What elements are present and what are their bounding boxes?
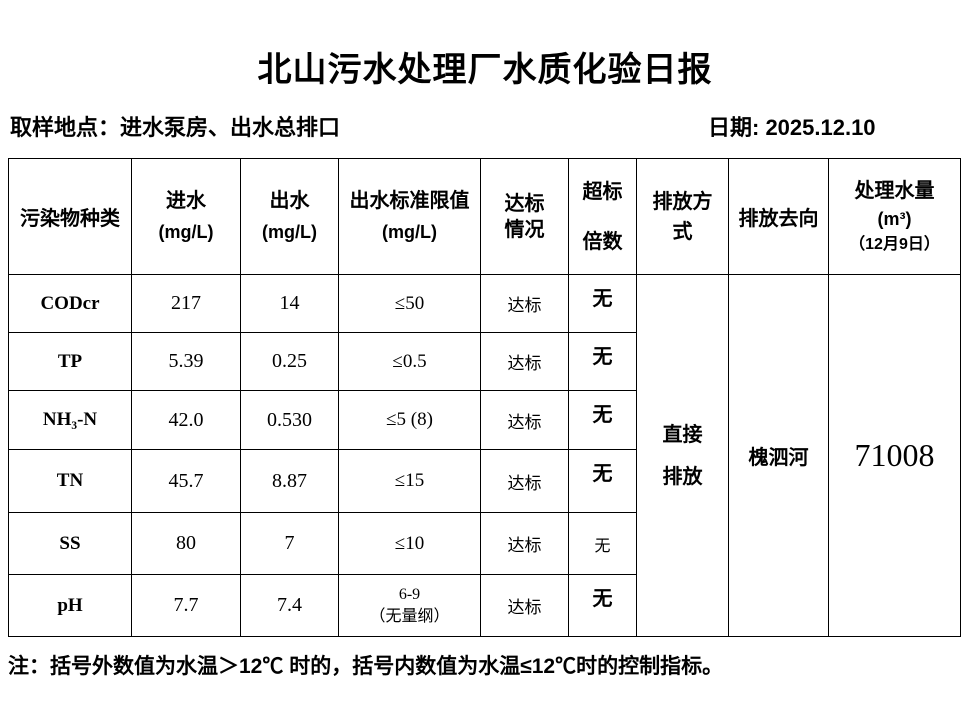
pollutant-name-cell: TN xyxy=(8,449,132,513)
pollutant-name-cell: pH xyxy=(8,574,132,637)
inflow-value-cell: 80 xyxy=(131,512,241,575)
table-row-codcr: CODcr 217 14 ≤50 达标 无 直接 排放 槐泗河 71008 xyxy=(8,274,961,637)
table-row-ss: SS 80 7 ≤10 达标 无 xyxy=(8,512,961,575)
discharge-destination-cell: 槐泗河 xyxy=(728,274,829,637)
header-outflow: 出水 (mg/L) xyxy=(240,158,339,275)
outflow-value-cell: 0.530 xyxy=(240,390,339,450)
header-compliance-status: 达标 情况 xyxy=(480,158,569,275)
outflow-value-cell: 7.4 xyxy=(240,574,339,637)
compliance-status-cell: 达标 xyxy=(480,390,569,450)
pollutant-name-cell: CODcr xyxy=(8,274,132,333)
inflow-value-cell: 7.7 xyxy=(131,574,241,637)
report-title: 北山污水处理厂水质化验日报 xyxy=(257,52,713,89)
water-quality-table: 污染物种类 进水 (mg/L) 出水 (mg/L) 出水标准限值 (mg/L) … xyxy=(8,158,961,637)
outflow-value-cell: 0.25 xyxy=(240,332,339,391)
limit-value-cell: ≤15 xyxy=(338,449,481,513)
header-exceed-multiple: 超标 倍数 xyxy=(568,158,637,275)
header-discharge-destination: 排放去向 xyxy=(728,158,829,275)
exceed-multiple-cell: 无 xyxy=(568,332,637,391)
header-discharge-method: 排放方式 xyxy=(636,158,729,275)
compliance-status-cell: 达标 xyxy=(480,574,569,637)
outflow-value-cell: 8.87 xyxy=(240,449,339,513)
pollutant-name-cell: TP xyxy=(8,332,132,391)
limit-value-cell: ≤5 (8) xyxy=(338,390,481,450)
limit-value-cell: 6-9 （无量纲） xyxy=(338,574,481,637)
limit-value-cell: ≤50 xyxy=(338,274,481,333)
compliance-status-cell: 达标 xyxy=(480,449,569,513)
inflow-value-cell: 42.0 xyxy=(131,390,241,450)
outflow-value-cell: 14 xyxy=(240,274,339,333)
sampling-location-label: 取样地点：进水泵房、出水总排口 xyxy=(10,115,341,140)
limit-value-cell: ≤0.5 xyxy=(338,332,481,391)
exceed-multiple-cell: 无 xyxy=(568,274,637,333)
report-date-label: 日期: 2025.12.10 xyxy=(708,115,876,140)
header-outflow-limit: 出水标准限值 (mg/L) xyxy=(338,158,481,275)
header-row: 污染物种类 进水 (mg/L) 出水 (mg/L) 出水标准限值 (mg/L) … xyxy=(8,158,961,275)
discharge-method-cell: 直接 排放 xyxy=(636,274,729,637)
table-row-ph: pH 7.7 7.4 6-9 （无量纲） 达标 无 xyxy=(8,574,961,637)
inflow-value-cell: 217 xyxy=(131,274,241,333)
header-treated-volume: 处理水量 (m³) （12月9日） xyxy=(828,158,961,275)
exceed-multiple-cell: 无 xyxy=(568,574,637,637)
pollutant-name-cell: SS xyxy=(8,512,132,575)
footnote: 注：括号外数值为水温＞12℃ 时的，括号内数值为水温≤12℃时的控制指标。 xyxy=(8,655,724,678)
compliance-status-cell: 达标 xyxy=(480,274,569,333)
header-pollutant-type: 污染物种类 xyxy=(8,158,132,275)
exceed-multiple-cell: 无 xyxy=(568,390,637,450)
exceed-multiple-cell: 无 xyxy=(568,512,637,575)
inflow-value-cell: 5.39 xyxy=(131,332,241,391)
exceed-multiple-cell: 无 xyxy=(568,449,637,513)
table-row-tp: TP 5.39 0.25 ≤0.5 达标 无 xyxy=(8,332,961,391)
table-row-nh3n: NH₃-N 42.0 0.530 ≤5 (8) 达标 无 xyxy=(8,390,961,450)
limit-value-cell: ≤10 xyxy=(338,512,481,575)
outflow-value-cell: 7 xyxy=(240,512,339,575)
header-inflow: 进水 (mg/L) xyxy=(131,158,241,275)
compliance-status-cell: 达标 xyxy=(480,332,569,391)
inflow-value-cell: 45.7 xyxy=(131,449,241,513)
report-meta: 取样地点：进水泵房、出水总排口 日期: 2025.12.10 xyxy=(0,110,970,142)
compliance-status-cell: 达标 xyxy=(480,512,569,575)
treated-volume-cell: 71008 xyxy=(828,274,961,637)
pollutant-name-cell: NH₃-N xyxy=(8,390,132,450)
